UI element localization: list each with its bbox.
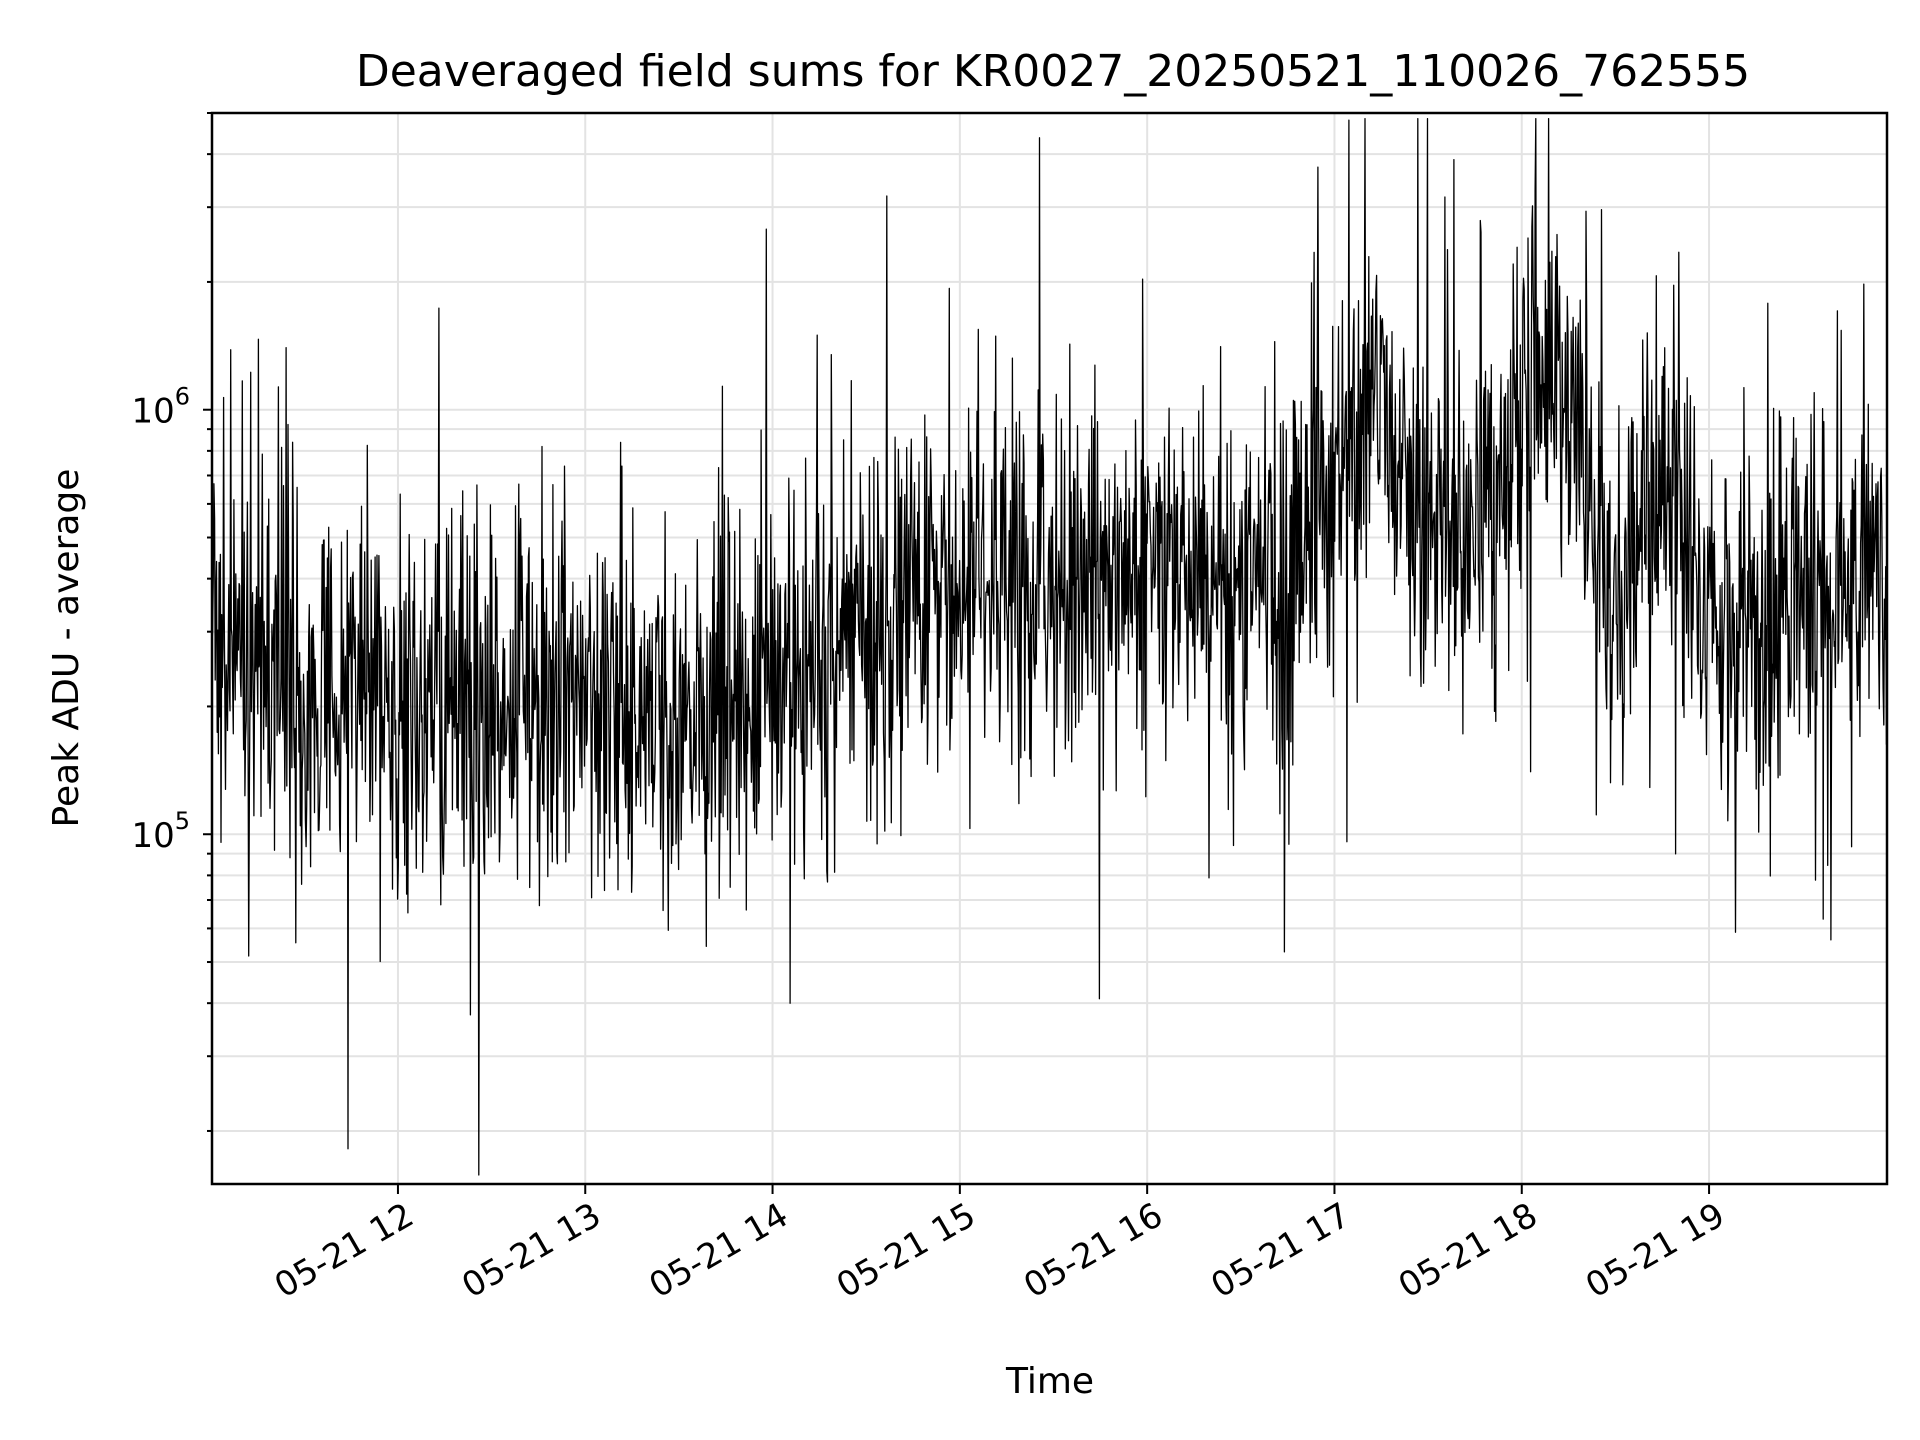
y-tick-exponent: 6 xyxy=(175,383,190,411)
plot-frame xyxy=(210,111,1889,1186)
series-line-layer xyxy=(211,117,1888,1176)
series-line xyxy=(211,117,1888,1176)
y-axis-label: Peak ADU - average xyxy=(46,469,87,828)
chart-title: Deaveraged field sums for KR0027_2025052… xyxy=(356,46,1750,97)
x-axis-label: Time xyxy=(1005,1361,1094,1402)
y-tick-exponent: 5 xyxy=(175,807,190,835)
